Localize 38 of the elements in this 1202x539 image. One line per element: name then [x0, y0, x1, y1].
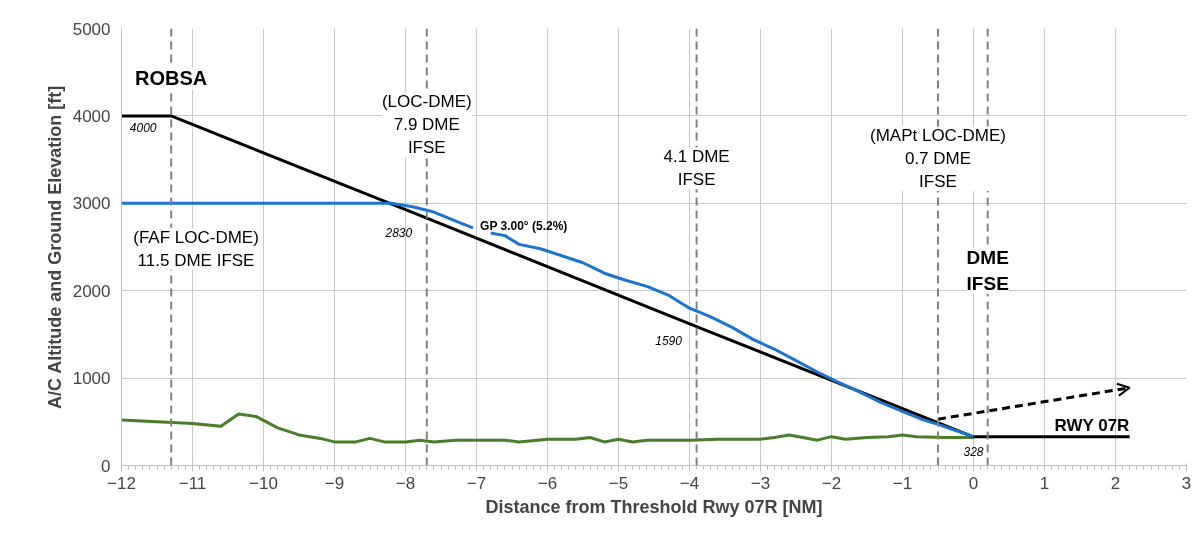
annotation: (FAF LOC-DME) 11.5 DME IFSE	[133, 227, 259, 270]
ref-line-label: ROBSA	[135, 67, 208, 90]
x-tick-label: −9	[324, 473, 345, 493]
x-tick-label: −12	[107, 473, 136, 493]
x-tick-label: −1	[892, 473, 913, 493]
ref-line-label: (MAPt LOC-DME) 0.7 DME IFSE	[870, 126, 1006, 192]
x-tick-label: −5	[608, 473, 629, 493]
line-series	[121, 114, 1132, 439]
annotation: 2830	[384, 225, 413, 240]
annotation: RWY 07R	[1054, 415, 1130, 435]
x-tick-label: −4	[679, 473, 700, 493]
annotation: 328	[963, 445, 984, 460]
ref-line-label: (LOC-DME) 7.9 DME IFSE	[381, 92, 472, 157]
annotation: 4000	[129, 121, 157, 136]
x-tick-label: −7	[466, 473, 487, 493]
x-tick-label: −10	[249, 473, 278, 493]
x-tick-label: 2	[1110, 473, 1121, 493]
y-tick-label: 0	[101, 456, 111, 476]
y-tick-label: 1000	[72, 369, 111, 389]
x-tick-label: 1	[1039, 473, 1050, 493]
y-tick-label: 3000	[72, 194, 111, 214]
x-tick-label: 3	[1181, 473, 1192, 493]
y-tick-label: 2000	[72, 281, 111, 301]
ref-line-label: DME IFSE	[966, 247, 1009, 294]
x-tick-label: −3	[750, 473, 771, 493]
annotation: GP 3.00° (5.2%)	[480, 219, 568, 234]
x-tick-label: −8	[395, 473, 416, 493]
x-tick-label: −11	[178, 473, 207, 493]
ref-line-label: 4.1 DME IFSE	[663, 147, 730, 190]
line-series	[121, 412, 975, 444]
x-tick-label: −6	[537, 473, 558, 493]
x-axis-title: Distance from Threshold Rwy 07R [NM]	[485, 496, 823, 517]
x-tick-label: −2	[821, 473, 842, 493]
annotation: 1590	[655, 334, 683, 349]
x-tick-label: 0	[968, 473, 979, 493]
y-tick-label: 5000	[72, 19, 111, 39]
y-tick-label: 4000	[72, 106, 111, 126]
y-axis-title: A/C Altitude and Ground Elevation [ft]	[44, 85, 65, 409]
